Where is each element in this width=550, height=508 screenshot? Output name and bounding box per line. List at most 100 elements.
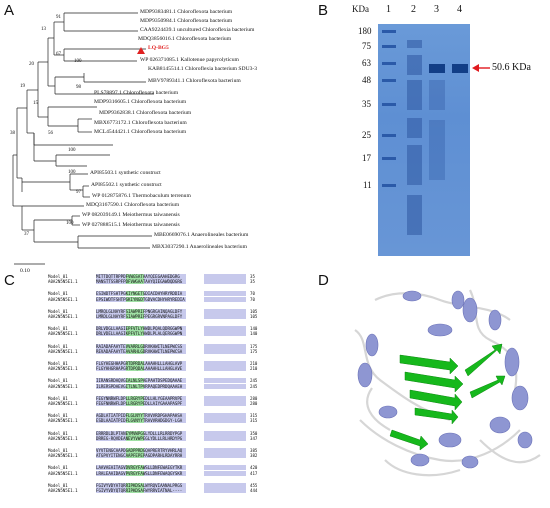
alignment-position: 175	[250, 343, 258, 349]
alignment-position: 315	[250, 418, 258, 424]
alignment-row: A0A2N5N5E1.1 EPSIWDTFSHTPGKIYNGDTGDVACDHY…	[48, 296, 255, 302]
alignment-seq-name: Model_01	[48, 448, 68, 453]
alignment-seq-name: Model_01	[48, 465, 68, 471]
alignment-row: Model_01 VYVTENGCAAPDGADPPRDGQAPRERTRYVHR…	[48, 448, 257, 453]
alignment-row: A0A2N5N5E1.1 FLGYHHGRHAPGRTDPQDALAAAHHLLL…	[48, 366, 257, 372]
taxon-label: MBE0669076.1 Anaerolineales bacterium	[154, 232, 249, 238]
alignment-seq-name: A0A2N5N5E1.1	[48, 331, 78, 337]
alignment-position: 417	[250, 470, 258, 476]
alignment-sequence: ATGPVYITENGCAAPFEPEPAGDPARHLRDAYRRH	[96, 453, 246, 459]
alignment-position: 280	[250, 395, 258, 401]
alignment-row: Model_01 FLGYHEGHHAPGRTDPRDALAAAHHLLLAHGL…	[48, 361, 257, 366]
alignment-seq-name: Model_01	[48, 430, 68, 436]
taxon-label: MCL4544421.1 Chloroflexota bacterium	[94, 129, 187, 135]
bootstrap-value: 100	[66, 221, 74, 226]
alignment-seq-name: A0A2N5N5E1.1	[48, 279, 78, 285]
alignment-row: A0A2N5N5E1.1 FGIVYVDYQTQRRIPKDSAFWYRRVIAT…	[48, 487, 257, 493]
alignment-position: 245	[250, 383, 258, 389]
alignment-sequence: LMRQLGLNAYRFSIAWPRIFPNGRGAINQAGLDFY	[96, 308, 246, 314]
alignment-row: A0A2N5N5E1.1 REVADAFAAYTEAVARHLGDRVKHWITL…	[48, 348, 258, 354]
marker-label: 35	[362, 99, 371, 109]
alignment-seq-name: Model_01	[48, 274, 68, 279]
taxon-label: PLS78897.1 Chloroflexota bacterium	[94, 90, 179, 96]
taxon-label: MDP9316605.1 Chloroflexota bacterium	[94, 99, 187, 105]
taxon-label: MDP9362838.1 Chloroflexota bacterium	[99, 110, 192, 116]
bootstrap-value: 56	[48, 131, 53, 136]
alignment-seq-name: Model_01	[48, 291, 68, 297]
marker-label: 63	[362, 58, 371, 68]
alignment-row: A0A2N5N5E1.1 LRALEAAIDAGVPVRGYFAWSLLDNFEW…	[48, 470, 258, 476]
alignment-sequence: FLGYHHGRHAPGRTDPQDALAAAHHLLLAHGLAVE	[96, 366, 246, 372]
taxon-label: WP 026371085.1 Kallotenue papyrolyticum	[140, 57, 239, 63]
alignment-seq-name: A0A2N5N5E1.1	[48, 487, 78, 493]
alignment-position: 105	[250, 313, 258, 319]
alignment-sequence: LMRDLGLNAYRFSIAWPRIFPEGRGRVNPAGLDFY	[96, 313, 246, 319]
alignment-row: A0A2N5N5E1.1 ESDLAAIATPIDFLGVNYYTRAVVRHDG…	[48, 418, 258, 424]
alignment-position: 280	[250, 400, 258, 406]
alignment-position: 175	[250, 348, 258, 354]
panel-label-d: D	[318, 272, 329, 289]
alignment-sequence: RAIADAFAAYTEVVARRLGDRVKHWITLNEPWCSS	[96, 343, 246, 349]
alignment-sequence: FEGYNNRWFLDPLLRGRYPEDLLHLYGEAAPRVPE	[96, 395, 246, 401]
alignment-position: 350	[250, 430, 258, 436]
alignment-position: 315	[250, 413, 258, 419]
bootstrap-value: 91	[56, 15, 61, 20]
alignment-row: Model_01 ERRRDLDLPTANEYMVWPGGLYDLLLRLRRDY…	[48, 430, 258, 436]
taxon-label: CAA9224439.1 uncultured Chloroflexia bac…	[140, 27, 255, 33]
alignment-seq-name: Model_01	[48, 482, 68, 488]
alignment-row: Model_01 AGDLATIATPIDFLGLNYYTRVVVRDPGHAPA…	[48, 413, 258, 419]
alignment-sequence: FEGFNNRWFLDPLLRGRYPEDLLAIYGAAAPASPF	[96, 400, 246, 406]
taxon-label: MBX6773172.1 Chloroflexota bacterium	[94, 120, 187, 126]
alignment-position: 455	[250, 482, 258, 488]
alignment-position: 70	[250, 291, 255, 297]
alignment-position: 420	[250, 465, 258, 471]
alignment-sequence: ESDLAAIATPIDFLGVNYYTRAVVRHDGDGY-LGA	[96, 418, 246, 424]
taxon-label: KAB8145514.1 Chloroflexia bacterium SDU3…	[148, 66, 258, 72]
marker-label: 17	[362, 153, 371, 163]
alignment-row: Model_01 LAAVAEAITAGVDVRGYFAWSLLDNFEWAEGY…	[48, 465, 258, 471]
lane-number: 3	[434, 4, 439, 15]
alignment-sequence: ERRRDLDLPTANEYMVWPGGLYDLLLRLRRDYPGP	[96, 430, 246, 436]
alignment-sequence: MITTDQTTRPPDFVWGSATAAYQIEGAAHEDGRG	[96, 274, 246, 279]
alignment-row: Model_01 MITTDQTTRPPDFVWGSATAAYQIEGAAHEDG…	[48, 274, 255, 279]
alignment-sequence: VYVTENGCAAPDGADPPRDGQAPRERTRYVHRLAQ	[96, 448, 246, 453]
marker-label: 75	[362, 41, 371, 51]
alignment-sequence: FGIVYVDYATQRRIPKDSALWYRQVIAANALPRGS	[96, 482, 246, 488]
alignment-position: 70	[250, 296, 255, 302]
alignment-seq-name: Model_01	[48, 395, 68, 401]
alignment-seq-name: A0A2N5N5E1.1	[48, 348, 78, 354]
alignment-position: 382	[250, 453, 258, 459]
alignment-row: Model_01 RAIADAFAAYTEVVARRLGDRVKHWITLNEPW…	[48, 343, 258, 349]
alignment-position: 35	[250, 279, 255, 285]
taxon-label: MDP9350984.1 Chloroflexota bacterium	[140, 18, 233, 24]
alignment-row: Model_01 FGIVYVDYATQRRIPKDSALWYRQVIAANALP…	[48, 482, 258, 488]
alignment-sequence: LRALEAAIDAGVPVRGYFAWSLLDNFEWAQGYSKR	[96, 470, 246, 476]
alignment-sequence: IIRANSRDAQVGIALNLSPAEPAHTDSPEDQAAAE	[96, 378, 246, 384]
alignment-position: 245	[250, 378, 258, 384]
taxon-label-query: LQ-BG5	[148, 45, 169, 51]
lane-number: 2	[411, 4, 416, 15]
alignment-row: A0A2N5N5E1.1 FEGFNNRWFLDPLLRGRYPEDLLAIYGA…	[48, 400, 258, 406]
alignment-sequence: LAAVAEAITAGVDVRGYFAWSLLDNFEWAEGYTKR	[96, 465, 246, 471]
taxon-label: WP 082039149.1 Meiothermus taiwanensis	[82, 212, 180, 218]
alignment-position: 140	[250, 326, 258, 332]
panel-label-b: B	[318, 2, 329, 19]
alignment-sequence: ESIWDTFSHTPGKIYNGETGDIACDHYHRYRDDIA	[96, 291, 246, 297]
alignment-sequence: MANSTTSSRPFPDFVWGAATAAYQIEGAWDQDGRG	[96, 279, 246, 285]
alignment-seq-name: Model_01	[48, 378, 68, 384]
lane-number: 4	[457, 4, 462, 15]
bootstrap-value: 97	[76, 190, 81, 195]
alignment-row: Model_01 LMRQLGLNAYRFSIAWPRIFPNGRGAINQAGL…	[48, 308, 257, 314]
taxon-label: API85502.1 synthetic construct	[91, 182, 162, 188]
alignment-sequence: AGDLATIATPIDFLGLNYYTRVVVRDPGHAPAHSA	[96, 413, 246, 419]
alignment-sequence: DRREG-RQVDEANEVYVWPEGLYDLLLRLHRDYPG	[96, 435, 246, 441]
alignment-seq-name: A0A2N5N5E1.1	[48, 453, 78, 459]
alignment-seq-name: A0A2N5N5E1.1	[48, 366, 78, 372]
alignment-sequence: EPSIWDTFSHTPGKIYNGDTGDVACDHYHRYREDIA	[96, 296, 246, 302]
alignment-sequence: REVADAFAAYTEAVARHLGDRVKHWITLNEPWCSA	[96, 348, 246, 354]
alignment-row: A0A2N5N5E1.1 DRREG-RQVDEANEVYVWPEGLYDLLLR…	[48, 435, 257, 441]
band-arrow-head-icon	[472, 64, 479, 72]
gel-unit-label: KDa	[352, 4, 369, 14]
